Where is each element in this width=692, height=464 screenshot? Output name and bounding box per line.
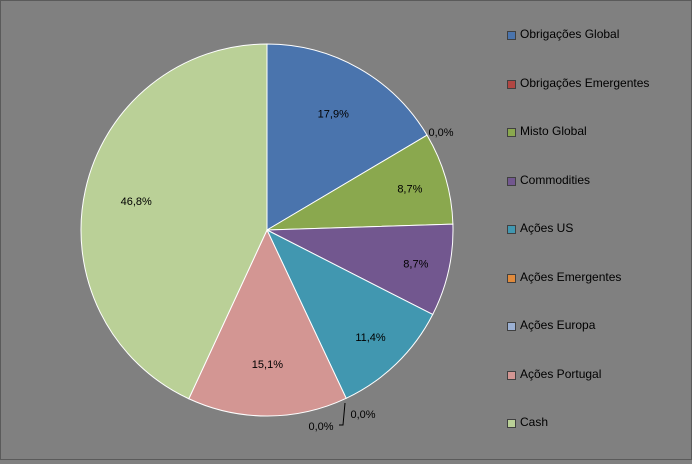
- legend-item: Obrigações Global: [507, 27, 687, 76]
- slice-cash: [80, 43, 268, 400]
- data-label: 0,0%: [308, 421, 333, 433]
- legend-item: Ações Portugal: [507, 367, 687, 416]
- data-labels: 17,9% 0,0% 8,7% 8,7% 11,4% 0,0% 0,0% 15,1% 46,8%: [121, 109, 454, 433]
- legend-label: Ações US: [520, 221, 574, 235]
- legend-item: Obrigações Emergentes: [507, 76, 687, 125]
- legend-swatch: [507, 128, 516, 137]
- slice-obrigacoes-global: [266, 43, 428, 231]
- legend-label: Commodities: [520, 172, 591, 187]
- slice-misto-global: [266, 134, 454, 231]
- legend-swatch: [507, 273, 516, 283]
- leader-line: [339, 402, 346, 426]
- data-label: 8,7%: [397, 183, 422, 195]
- legend-label: Ações Portugal: [520, 366, 602, 381]
- legend-item: Ações Emergentes: [507, 270, 687, 319]
- slice-acoes-portugal: [188, 228, 347, 417]
- data-label: 0,0%: [350, 409, 375, 421]
- legend-swatch: [507, 79, 516, 89]
- legend-item: Ações US: [507, 221, 687, 270]
- leader-lines: [339, 402, 346, 426]
- legend-swatch: [507, 176, 516, 186]
- data-label: 17,9%: [318, 109, 349, 121]
- data-label: 46,8%: [121, 196, 152, 208]
- legend-swatch: [507, 31, 516, 40]
- legend-label: Cash: [520, 415, 549, 429]
- legend-label: Obrigações Global: [520, 27, 620, 41]
- data-label: 0,0%: [428, 127, 453, 139]
- slice-commodities: [266, 223, 454, 316]
- legend-swatch: [507, 370, 516, 380]
- legend: Obrigações Global Obrigações Emergentes Mi…: [507, 27, 687, 464]
- data-label: 8,7%: [403, 258, 428, 270]
- data-label: 11,4%: [355, 332, 386, 344]
- legend-item: Commodities: [507, 173, 687, 222]
- data-label: 15,1%: [252, 359, 283, 371]
- slice-acoes-us: [265, 228, 434, 399]
- pie-slices: [80, 43, 454, 417]
- legend-swatch: [507, 322, 516, 331]
- legend-swatch: [507, 419, 516, 428]
- legend-label: Misto Global: [520, 124, 587, 138]
- legend-item: Ações Europa: [507, 318, 687, 367]
- legend-label: Ações Europa: [520, 318, 596, 332]
- legend-item: Misto Global: [507, 124, 687, 173]
- legend-item: Cash: [507, 415, 687, 464]
- legend-swatch: [507, 225, 516, 234]
- legend-label: Ações Emergentes: [520, 269, 622, 284]
- legend-label: Obrigações Emergentes: [520, 75, 650, 90]
